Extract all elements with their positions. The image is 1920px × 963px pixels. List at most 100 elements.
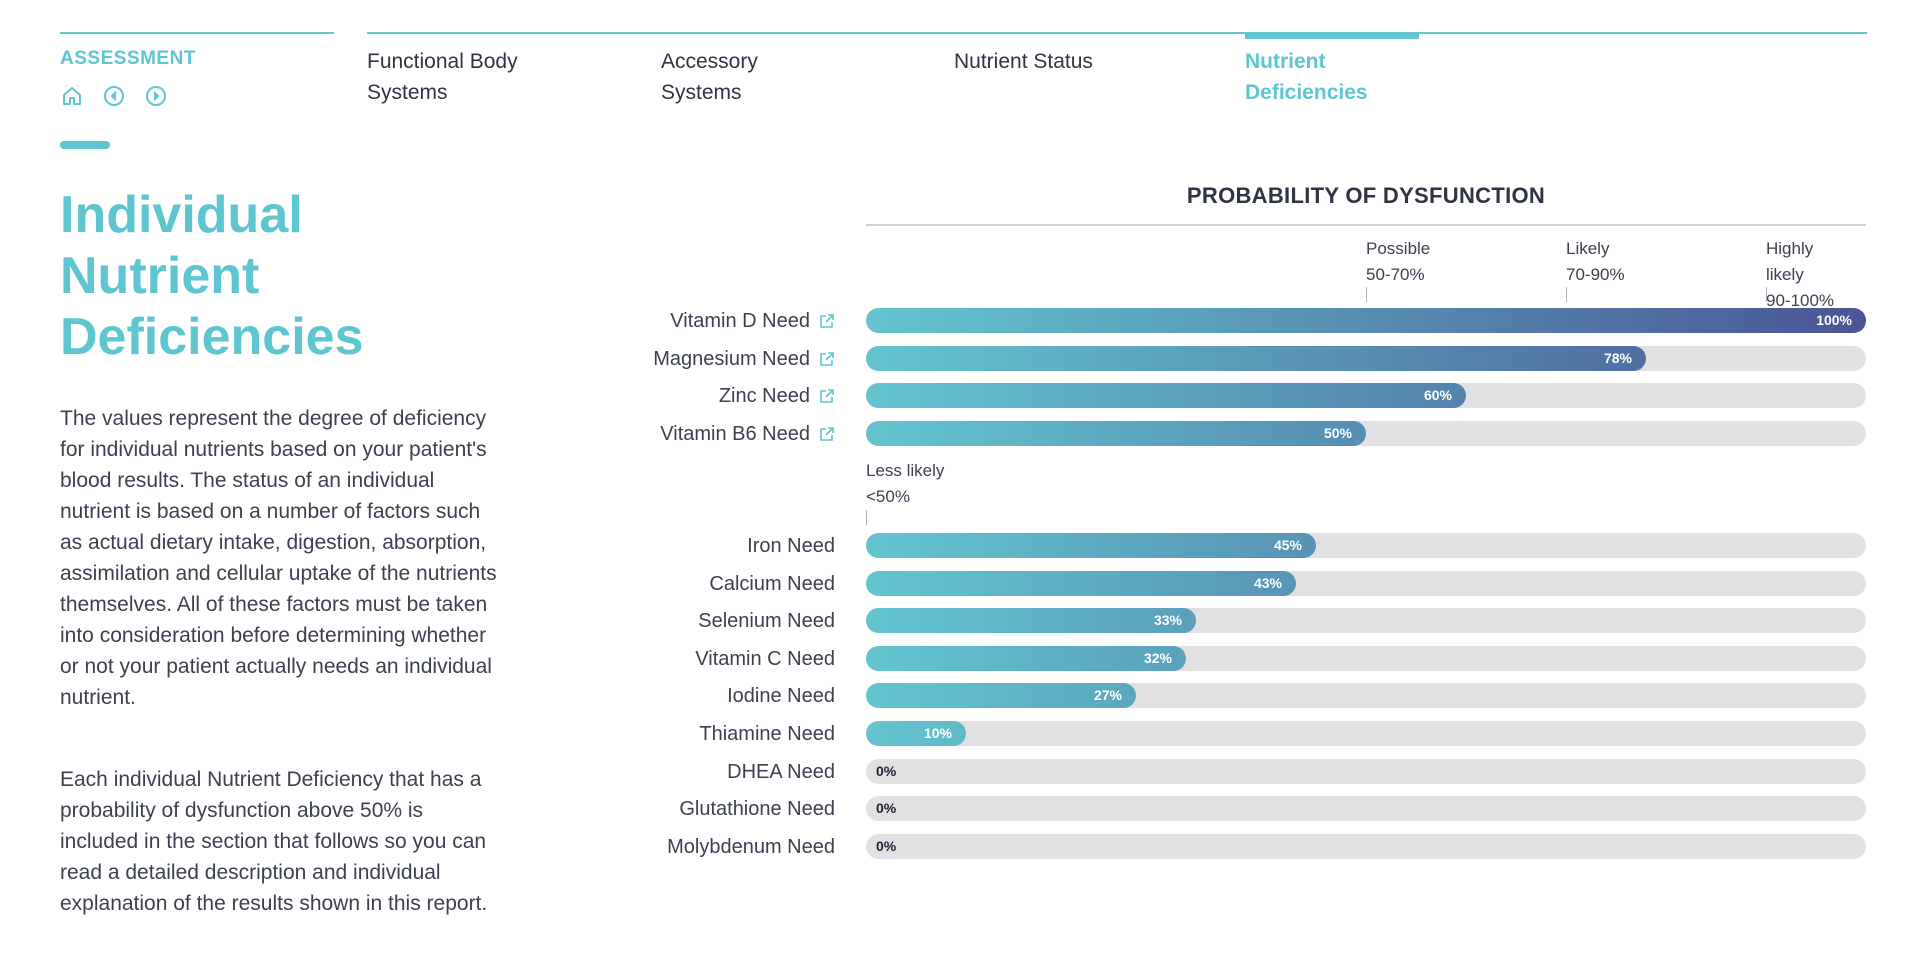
bar-value-label: 60% [1423,387,1452,403]
nutrient-label[interactable]: Zinc Need [719,382,835,410]
nutrient-label: Thiamine Need [699,720,835,748]
bar-track: 43% [866,571,1866,596]
bar-track: 60% [866,383,1866,408]
nutrient-label-text: Calcium Need [709,573,835,595]
threshold-tick-2 [1766,287,1767,302]
nav-icon-group [60,84,334,108]
tab-label: Systems [661,81,742,104]
nutrient-label-text: Vitamin C Need [695,648,835,670]
bar-track: 0% [866,796,1866,821]
bar-fill [866,571,1296,596]
nutrient-label-text: Thiamine Need [699,723,835,745]
nutrient-label[interactable]: Magnesium Need [653,345,835,373]
description-paragraph-2: Each individual Nutrient Deficiency that… [60,768,488,915]
threshold-label-0: Possible 50-70% [1366,236,1430,288]
nutrient-label-text: DHEA Need [727,761,835,783]
threshold-label-line: <50% [866,487,910,506]
threshold-label-line: Less likely [866,461,945,480]
nutrient-label: Iron Need [747,532,835,560]
page-title-line: Nutrient [60,247,260,305]
bar-track: 0% [866,834,1866,859]
nutrient-label-text: Zinc Need [718,385,810,407]
tab-functional-body-systems[interactable]: Functional Body Systems [367,46,518,108]
bar-value-label: 78% [1603,350,1632,366]
bar-value-label: 0% [876,838,897,854]
page-title: Individual Nutrient Deficiencies [60,185,480,368]
bar-value-label: 50% [1323,425,1352,441]
tab-label: Accessory [661,50,758,73]
nutrient-label: Glutathione Need [679,795,835,823]
bar-fill [866,383,1466,408]
threshold-label-1: Likely 70-90% [1566,236,1625,288]
arrow-right-circle-icon[interactable] [144,84,168,108]
bar-value-label: 27% [1093,687,1122,703]
chart-title: PROBABILITY OF DYSFUNCTION [1186,183,1546,208]
threshold-tick-less-likely [866,510,867,525]
tab-label: Functional Body [367,50,518,73]
external-link-icon[interactable] [818,426,835,443]
nutrient-label-text: Vitamin D Need [670,310,810,332]
nutrient-label: Molybdenum Need [667,833,835,861]
threshold-label-line: Likely [1566,239,1610,258]
bar-track: 32% [866,646,1866,671]
page-title-line: Individual [60,186,303,244]
threshold-tick-1 [1566,287,1567,302]
nutrient-label: Vitamin C Need [695,645,835,673]
nutrient-label-text: Selenium Need [698,610,835,632]
bar-fill [866,308,1866,333]
bar-fill [866,608,1196,633]
bar-fill [866,346,1646,371]
nav-section: ASSESSMENT [60,32,334,108]
page-title-line: Deficiencies [60,308,364,366]
bar-fill [866,421,1366,446]
bar-track: 27% [866,683,1866,708]
nutrient-label: Calcium Need [709,570,835,598]
bar-value-label: 45% [1273,537,1302,553]
bar-track: 100% [866,308,1866,333]
threshold-label-line: 50-70% [1366,265,1425,284]
nutrient-label-text: Glutathione Need [679,798,835,820]
bar-value-label: 33% [1153,612,1182,628]
threshold-label-line: likely [1766,265,1804,284]
tab-nutrient-status[interactable]: Nutrient Status [954,46,1093,77]
bar-value-label: 10% [923,725,952,741]
tab-label: Nutrient Status [954,50,1093,73]
bar-fill [866,533,1316,558]
nav-divider [367,32,1867,34]
arrow-left-circle-icon[interactable] [102,84,126,108]
nutrient-label: Selenium Need [698,607,835,635]
tab-label: Nutrient [1245,50,1326,73]
nutrient-label[interactable]: Vitamin B6 Need [660,420,835,448]
bar-fill [866,683,1136,708]
bar-track: 45% [866,533,1866,558]
nutrient-label[interactable]: Vitamin D Need [670,307,835,335]
nutrient-label-text: Magnesium Need [653,348,810,370]
bar-value-label: 0% [876,800,897,816]
bar-track: 78% [866,346,1866,371]
home-icon[interactable] [60,84,84,108]
nutrient-label-text: Vitamin B6 Need [660,423,810,445]
threshold-label-line: Possible [1366,239,1431,258]
bar-value-label: 0% [876,763,897,779]
tab-accessory-systems[interactable]: Accessory Systems [661,46,758,108]
external-link-icon[interactable] [818,313,835,330]
bar-value-label: 100% [1816,312,1852,328]
external-link-icon[interactable] [818,351,835,368]
bar-track: 10% [866,721,1866,746]
threshold-label-less-likely: Less likely <50% [866,458,944,510]
tab-label: Deficiencies [1245,81,1368,104]
description-paragraph-1: The values represent the degree of defic… [60,407,497,709]
bar-track: 33% [866,608,1866,633]
title-accent-dash [60,141,110,149]
bar-fill [866,646,1186,671]
active-tab-indicator [1245,32,1419,39]
external-link-icon[interactable] [818,388,835,405]
threshold-label-line: 70-90% [1566,265,1625,284]
nutrient-label-text: Iron Need [747,535,835,557]
threshold-label-2: Highly likely 90-100% [1766,236,1834,314]
bar-fill [866,721,966,746]
bar-track: 0% [866,759,1866,784]
nutrient-label: DHEA Need [727,758,835,786]
nutrient-label-text: Molybdenum Need [667,836,835,858]
tab-nutrient-deficiencies[interactable]: Nutrient Deficiencies [1245,46,1368,108]
